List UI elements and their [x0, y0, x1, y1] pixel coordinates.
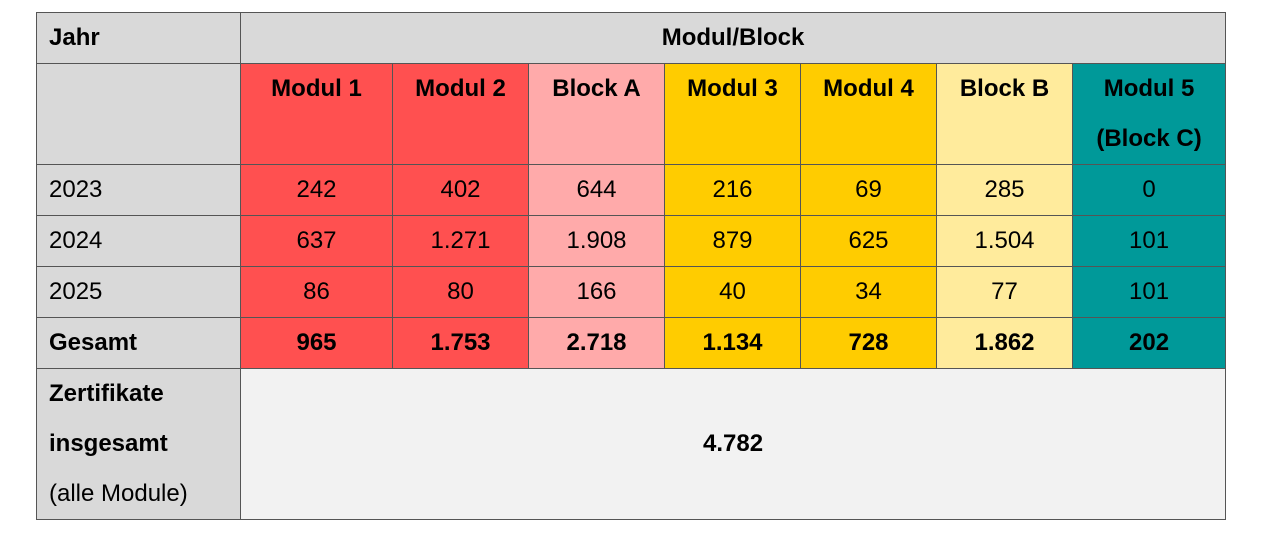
- cell: 637: [240, 215, 393, 267]
- row-label: 2024: [36, 215, 241, 267]
- row-label: 2023: [36, 164, 241, 216]
- cell: 86: [240, 266, 393, 318]
- summary-row: Zertifikate insgesamt (alle Module) 4.782: [36, 368, 1227, 520]
- cell: 242: [240, 164, 393, 216]
- cell: 0: [1071, 164, 1227, 216]
- cell: 101: [1071, 215, 1227, 267]
- column-header: Modul 5 (Block C): [1071, 63, 1227, 165]
- total-row: Gesamt 965 1.753 2.718 1.134 728 1.862 202: [36, 317, 1227, 369]
- cell: 1.908: [528, 215, 665, 267]
- cell: 644: [528, 164, 665, 216]
- cell: 402: [392, 164, 529, 216]
- cell: 285: [936, 164, 1073, 216]
- data-row: 2025 86 80 166 40 34 77 101: [36, 266, 1227, 318]
- cell: 625: [800, 215, 937, 267]
- column-header-row: Modul 1 Modul 2 Block A Modul 3 Modul 4 Block…: [36, 63, 1227, 165]
- column-header: Modul 2: [392, 63, 529, 165]
- empty-cell: [36, 63, 241, 165]
- data-row: 2024 637 1.271 1.908 879 625 1.504 101: [36, 215, 1227, 267]
- column-header: Modul 3: [664, 63, 801, 165]
- column-label: Modul 2: [415, 75, 506, 102]
- row-label: Gesamt: [36, 317, 241, 369]
- column-label: Modul 4: [823, 75, 914, 102]
- column-header: Modul 1: [240, 63, 393, 165]
- summary-line: insgesamt: [49, 430, 168, 457]
- summary-line: (alle Module): [49, 480, 188, 507]
- cell: 1.753: [392, 317, 529, 369]
- cell: 2.718: [528, 317, 665, 369]
- column-label: Modul 1: [271, 75, 362, 102]
- row-label: 2025: [36, 266, 241, 318]
- cell: 40: [664, 266, 801, 318]
- cell: 34: [800, 266, 937, 318]
- column-label: Modul 3: [687, 75, 778, 102]
- cell: 216: [664, 164, 801, 216]
- summary-label: Zertifikate insgesamt (alle Module): [36, 368, 241, 520]
- cell: 80: [392, 266, 529, 318]
- cell: 101: [1071, 266, 1227, 318]
- cell: 728: [800, 317, 937, 369]
- column-label: Block B: [959, 75, 1050, 102]
- column-header: Block B: [936, 63, 1073, 165]
- cell: 1.271: [392, 215, 529, 267]
- cell: 202: [1071, 317, 1227, 369]
- header-row: Jahr Modul/Block: [36, 12, 1227, 64]
- summary-value: 4.782: [239, 368, 1227, 520]
- cell: 77: [936, 266, 1073, 318]
- column-label: Modul 5: [1103, 75, 1195, 102]
- cell: 1.862: [936, 317, 1073, 369]
- column-label: Block A: [552, 75, 641, 102]
- cell: 879: [664, 215, 801, 267]
- cell: 1.504: [936, 215, 1073, 267]
- group-header-cell: Modul/Block: [239, 12, 1227, 64]
- cell: 965: [240, 317, 393, 369]
- data-row: 2023 242 402 644 216 69 285 0: [36, 164, 1227, 216]
- header-cell: Jahr: [36, 12, 241, 64]
- column-sublabel: (Block C): [1096, 125, 1202, 152]
- summary-line: Zertifikate: [49, 380, 164, 407]
- cell: 69: [800, 164, 937, 216]
- certificate-table: Jahr Modul/Block Modul 1 Modul 2 Block A Modu…: [36, 12, 1227, 520]
- cell: 1.134: [664, 317, 801, 369]
- cell: 166: [528, 266, 665, 318]
- column-header: Modul 4: [800, 63, 937, 165]
- table-body: Jahr Modul/Block Modul 1 Modul 2 Block A Modu…: [36, 12, 1227, 520]
- column-header: Block A: [528, 63, 665, 165]
